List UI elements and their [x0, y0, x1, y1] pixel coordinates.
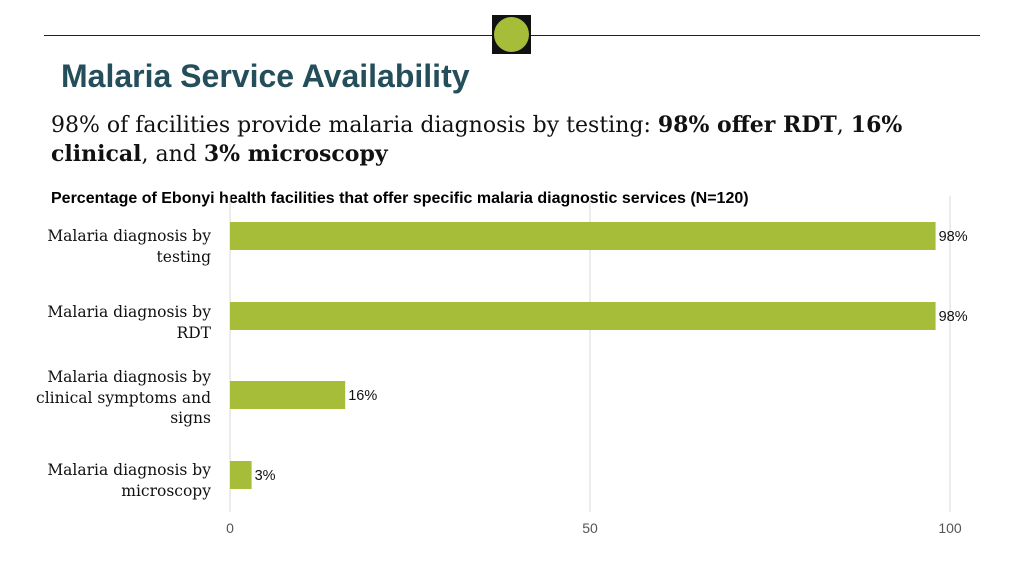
category-label-clinical: Malaria diagnosis by clinical symptoms a…	[36, 368, 211, 427]
subtitle-part-4: , and	[141, 142, 204, 167]
bar-3	[230, 461, 252, 489]
logo-circle-icon	[494, 17, 529, 52]
logo-icon	[492, 15, 531, 54]
category-label-microscopy: Malaria diagnosis by microscopy	[47, 461, 211, 500]
chart-title: Percentage of Ebonyi health facilities t…	[51, 190, 749, 207]
category-label-rdt: Malaria diagnosis by RDT	[47, 303, 211, 342]
bar-1	[230, 302, 936, 330]
data-label-1: 98%	[939, 309, 968, 325]
subtitle-part-2: ,	[836, 113, 851, 138]
data-label-3: 3%	[255, 468, 276, 484]
subtitle-part-1: 98% offer RDT	[657, 112, 837, 138]
x-tick-label-0: 0	[226, 520, 234, 536]
bar-2	[230, 381, 346, 409]
bar-0	[230, 222, 936, 250]
subtitle-part-0: 98% of facilities provide malaria diagno…	[51, 113, 658, 138]
page-subtitle: 98% of facilities provide malaria diagno…	[51, 111, 951, 169]
x-tick-label-1: 50	[582, 520, 598, 536]
subtitle-part-3: 16% clinical	[51, 112, 903, 167]
data-label-2: 16%	[348, 388, 377, 404]
data-label-0: 98%	[939, 229, 968, 245]
page-title: Malaria Service Availability	[61, 58, 470, 94]
category-label-testing: Malaria diagnosis by testing	[47, 227, 211, 266]
x-tick-label-2: 100	[938, 520, 962, 536]
subtitle-part-5: 3% microscopy	[203, 141, 388, 167]
